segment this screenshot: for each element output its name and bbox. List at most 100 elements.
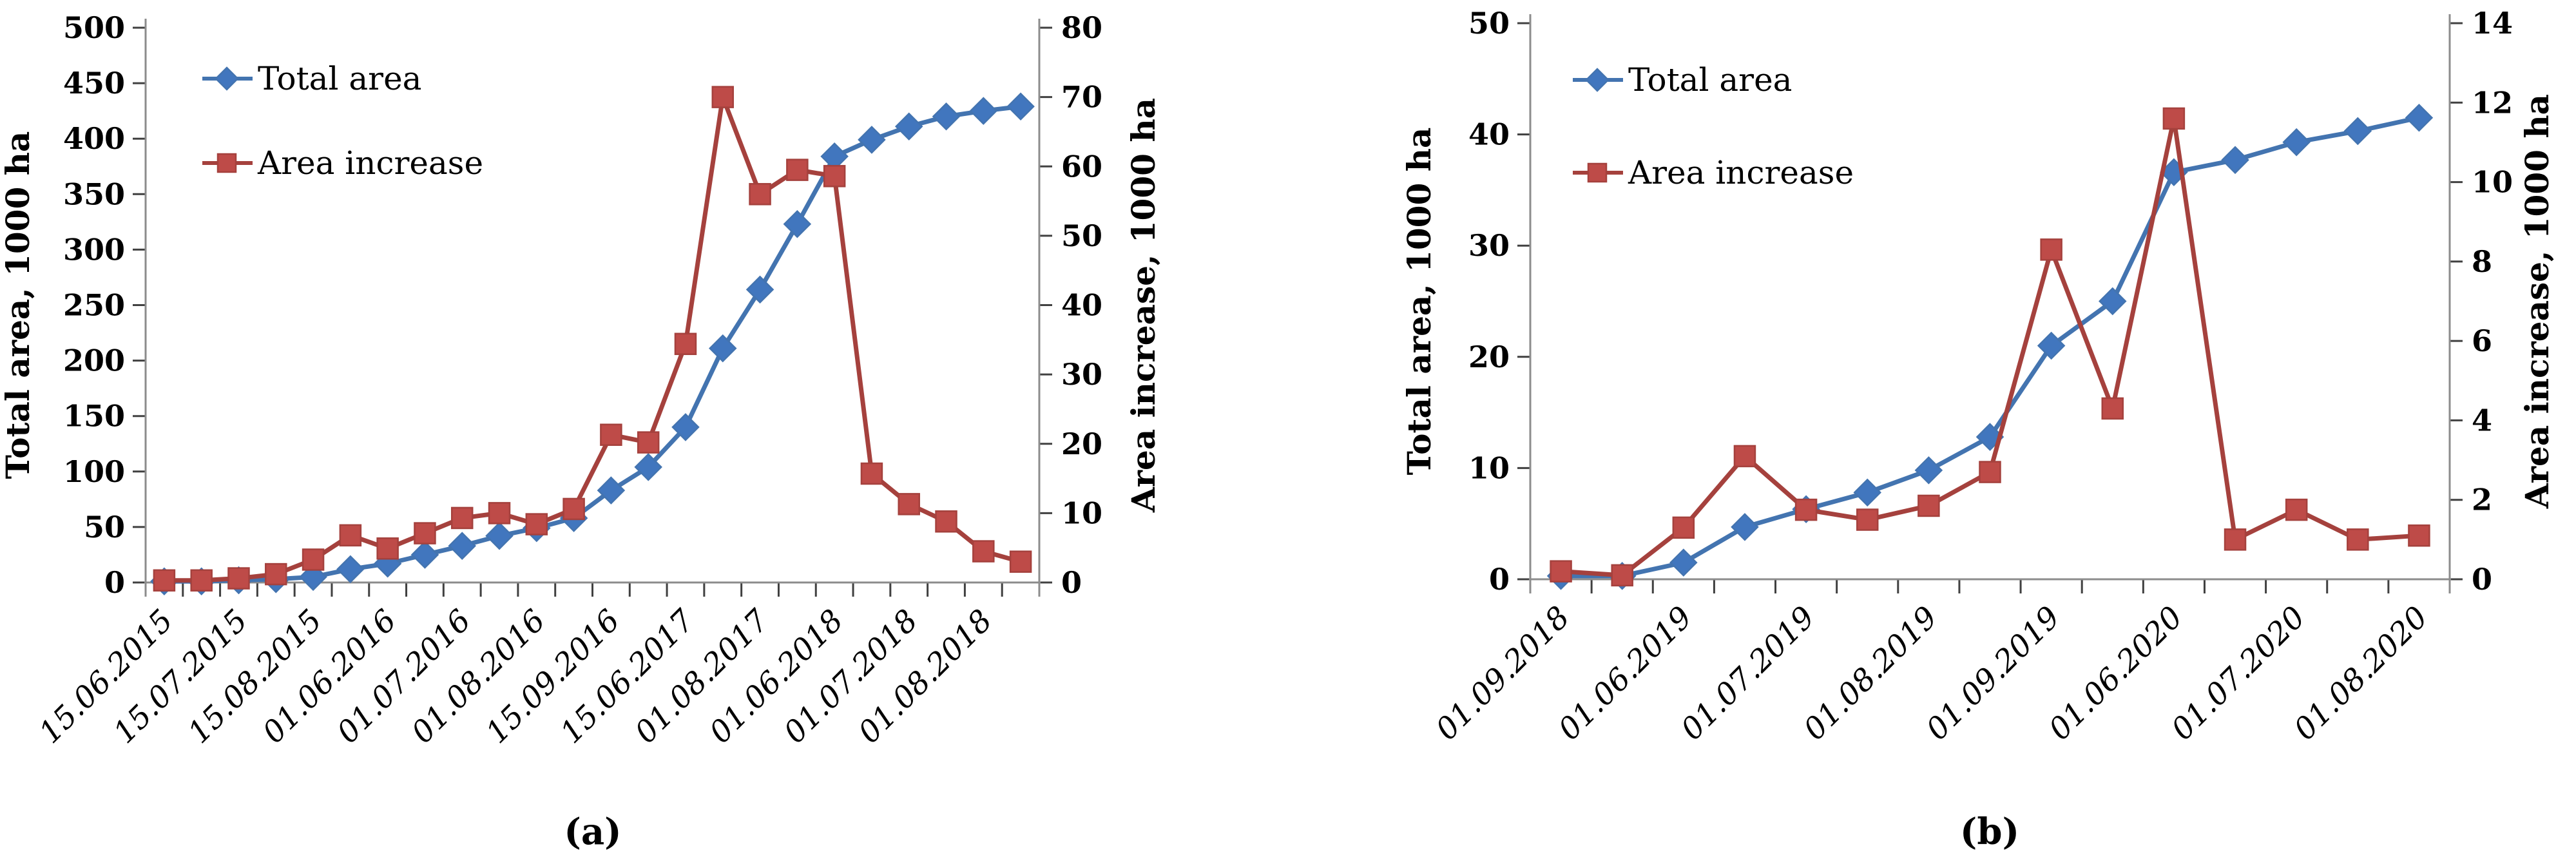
y-right-tick-label: 0 <box>1061 565 1082 600</box>
y-right-tick-label: 6 <box>2472 323 2492 358</box>
legend-marker-diamond <box>1585 68 1610 92</box>
y-right-tick-label: 10 <box>2472 165 2513 200</box>
legend-label: Total area <box>1628 61 1792 99</box>
y-right-axis-title: Area increase, 1000 ha <box>2518 94 2556 509</box>
y-left-tick-label: 500 <box>63 10 125 45</box>
caption-a: (a) <box>564 811 622 853</box>
legend-marker-square <box>216 153 237 173</box>
data-point-marker-square <box>227 567 250 590</box>
chart-a-plot: 0 50 100 150 200 250 300 350 400 450 500 0 10 20 30 40 5… <box>0 10 1162 751</box>
data-point-marker-square <box>1794 498 1818 521</box>
y-left-tick-label: 250 <box>63 288 125 323</box>
y-left-tick-label: 50 <box>84 510 125 544</box>
y-left-tick-label: 20 <box>1468 340 1510 374</box>
data-point-marker-diamond <box>410 541 439 569</box>
caption-b: (b) <box>1959 811 2020 853</box>
data-point-marker-square <box>823 165 846 188</box>
y-right-tick-label: 10 <box>1061 496 1102 530</box>
data-point-marker-diamond <box>1669 548 1698 577</box>
data-point-marker-square <box>1918 494 1940 517</box>
y-right-tick-label: 80 <box>1061 10 1102 45</box>
data-point-marker-square <box>376 537 399 560</box>
data-point-marker-square <box>1611 564 1633 587</box>
data-point-marker-diamond <box>2221 146 2249 175</box>
y-left-tick-label: 200 <box>63 343 125 378</box>
data-point-marker-square <box>2347 528 2369 551</box>
data-point-marker-square <box>2285 498 2308 521</box>
data-point-marker-diamond <box>485 521 514 550</box>
y-left-tick-label: 30 <box>1468 228 1510 263</box>
legend-label: Area increase <box>257 144 483 182</box>
data-point-marker-diamond <box>2405 103 2434 132</box>
data-point-marker-square <box>637 431 660 454</box>
data-point-marker-diamond <box>932 102 961 131</box>
y-right-axis-title: Area increase, 1000 ha <box>1124 98 1162 513</box>
y-right-tick-label: 20 <box>1061 427 1102 461</box>
y-right-tick-label: 50 <box>1061 218 1102 253</box>
data-point-marker-diamond <box>1006 92 1035 121</box>
data-point-marker-square <box>1672 516 1695 539</box>
data-point-marker-square <box>935 510 957 533</box>
data-point-marker-square <box>2101 397 2124 420</box>
data-point-marker-square <box>302 548 325 571</box>
data-point-marker-square <box>562 497 585 521</box>
data-point-marker-square <box>2162 107 2186 130</box>
chart-b-plot: 010203040500246810121401.09.201801.06.20… <box>1400 6 2556 747</box>
data-point-marker-diamond <box>2099 287 2127 316</box>
data-point-marker-diamond <box>969 97 998 125</box>
data-point-marker-square <box>2408 524 2430 547</box>
data-point-marker-diamond <box>1914 456 1943 485</box>
data-point-marker-diamond <box>2343 117 2372 146</box>
data-point-marker-diamond <box>336 555 365 584</box>
data-point-marker-square <box>786 159 809 181</box>
y-right-tick-label: 70 <box>1061 80 1102 115</box>
data-point-marker-diamond <box>858 126 886 154</box>
y-right-tick-label: 12 <box>2472 85 2513 120</box>
data-point-marker-square <box>711 86 735 108</box>
legend-label: Total area <box>258 60 421 97</box>
data-point-marker-square <box>190 569 213 592</box>
data-point-marker-diamond <box>634 453 662 481</box>
data-point-marker-square <box>1979 461 2001 483</box>
y-left-tick-label: 40 <box>1468 117 1510 152</box>
data-point-marker-diamond <box>783 210 812 238</box>
data-point-marker-square <box>860 462 883 485</box>
y-right-tick-label: 2 <box>2472 483 2492 517</box>
data-point-marker-square <box>1733 445 1756 468</box>
data-point-marker-diamond <box>745 275 774 304</box>
y-right-tick-label: 30 <box>1061 357 1102 392</box>
y-left-tick-label: 350 <box>63 177 125 211</box>
legend-marker-square <box>1587 162 1608 183</box>
y-left-axis-title: Total area, 1000 ha <box>0 131 37 479</box>
y-right-tick-label: 40 <box>1061 288 1102 323</box>
data-point-marker-square <box>1856 508 1879 531</box>
data-point-marker-diamond <box>2282 128 2311 157</box>
chart-panel-a: 0 50 100 150 200 250 300 350 400 450 500 0 10 20 30 40 5… <box>0 10 1162 853</box>
data-point-marker-diamond <box>894 112 923 141</box>
data-point-marker-square <box>265 563 287 586</box>
data-point-marker-square <box>600 423 622 447</box>
data-point-marker-diamond <box>597 476 626 505</box>
y-left-tick-label: 300 <box>63 232 125 267</box>
y-left-tick-label: 0 <box>104 565 125 600</box>
data-point-marker-diamond <box>671 413 700 441</box>
data-point-marker-square <box>898 493 920 515</box>
y-left-tick-label: 400 <box>63 121 125 156</box>
y-right-tick-label: 0 <box>2472 562 2492 597</box>
data-point-marker-square <box>674 332 697 356</box>
y-left-tick-label: 100 <box>63 454 125 489</box>
data-point-marker-square <box>1009 550 1032 573</box>
y-left-tick-label: 150 <box>63 399 125 434</box>
y-right-tick-label: 60 <box>1061 149 1102 184</box>
data-point-marker-square <box>972 540 995 563</box>
y-left-tick-label: 50 <box>1468 6 1510 41</box>
data-point-marker-square <box>414 522 436 544</box>
y-left-tick-label: 0 <box>1489 562 1510 597</box>
y-left-tick-label: 10 <box>1468 450 1510 485</box>
data-point-marker-square <box>339 524 362 547</box>
data-point-marker-square <box>153 569 176 592</box>
data-point-marker-square <box>749 183 771 206</box>
chart-panel-b: 0 10 20 30 40 50 0 2 4 6 8 10 12 14 01.09.2018 01.06.20… <box>1288 0 2576 866</box>
data-point-marker-diamond <box>1731 513 1759 541</box>
